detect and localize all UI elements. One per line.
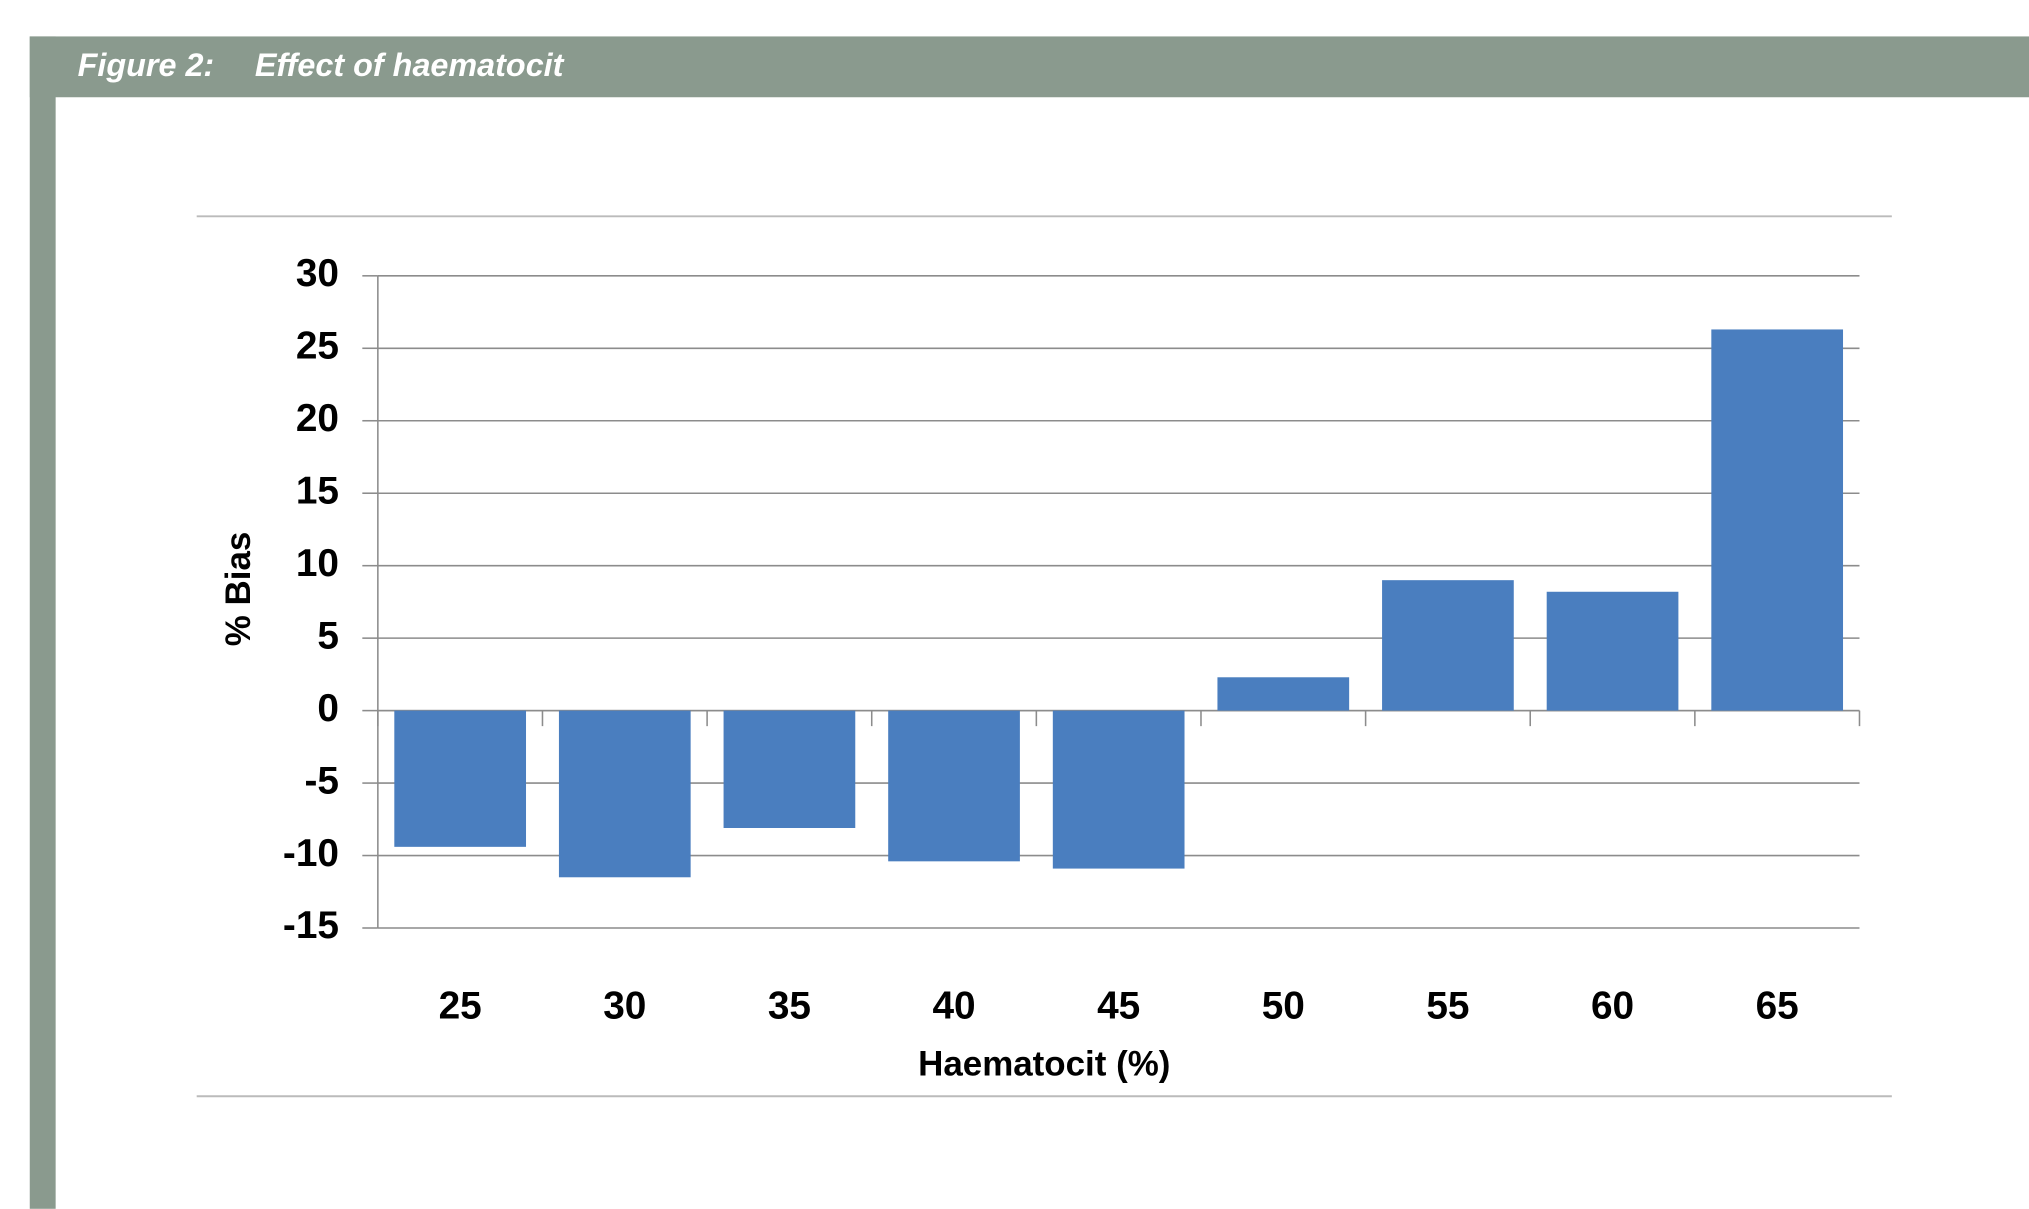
x-axis-title: Haematocit (%)	[918, 1045, 1170, 1084]
x-tick-label: 40	[932, 984, 975, 1027]
y-tick-label: 10	[296, 542, 339, 585]
bar	[1711, 329, 1844, 711]
x-tick-label: 60	[1591, 984, 1634, 1027]
side-band	[29, 36, 56, 1209]
x-tick-label: 55	[1426, 984, 1469, 1027]
y-tick-label: 30	[296, 252, 339, 295]
y-tick-label: 15	[296, 469, 339, 512]
x-tick-label: 50	[1262, 984, 1305, 1027]
y-tick-label: -10	[283, 832, 339, 875]
x-tick-label: 25	[439, 984, 482, 1027]
bar	[723, 710, 856, 829]
y-tick-label: 0	[317, 687, 339, 730]
x-tick-label: 45	[1097, 984, 1140, 1027]
x-tick-label: 30	[603, 984, 646, 1027]
x-tick-label: 65	[1756, 984, 1799, 1027]
bar	[558, 710, 691, 878]
y-axis-title: % Bias	[219, 532, 258, 647]
bar	[394, 710, 527, 847]
y-tick-label: -5	[305, 759, 340, 802]
bar	[1052, 710, 1185, 869]
y-tick-label: 5	[317, 614, 339, 657]
chart-title: Effect of haematocit	[255, 47, 565, 83]
y-tick-label: -15	[283, 904, 339, 947]
bar	[1382, 580, 1514, 711]
bar	[888, 710, 1020, 862]
bar	[1546, 591, 1679, 711]
bar	[1217, 677, 1350, 711]
y-tick-label: 25	[296, 325, 339, 368]
header-band	[29, 36, 2029, 98]
x-tick-label: 35	[768, 984, 811, 1027]
figure-label: Figure 2:	[78, 47, 215, 83]
y-tick-label: 20	[296, 397, 339, 440]
